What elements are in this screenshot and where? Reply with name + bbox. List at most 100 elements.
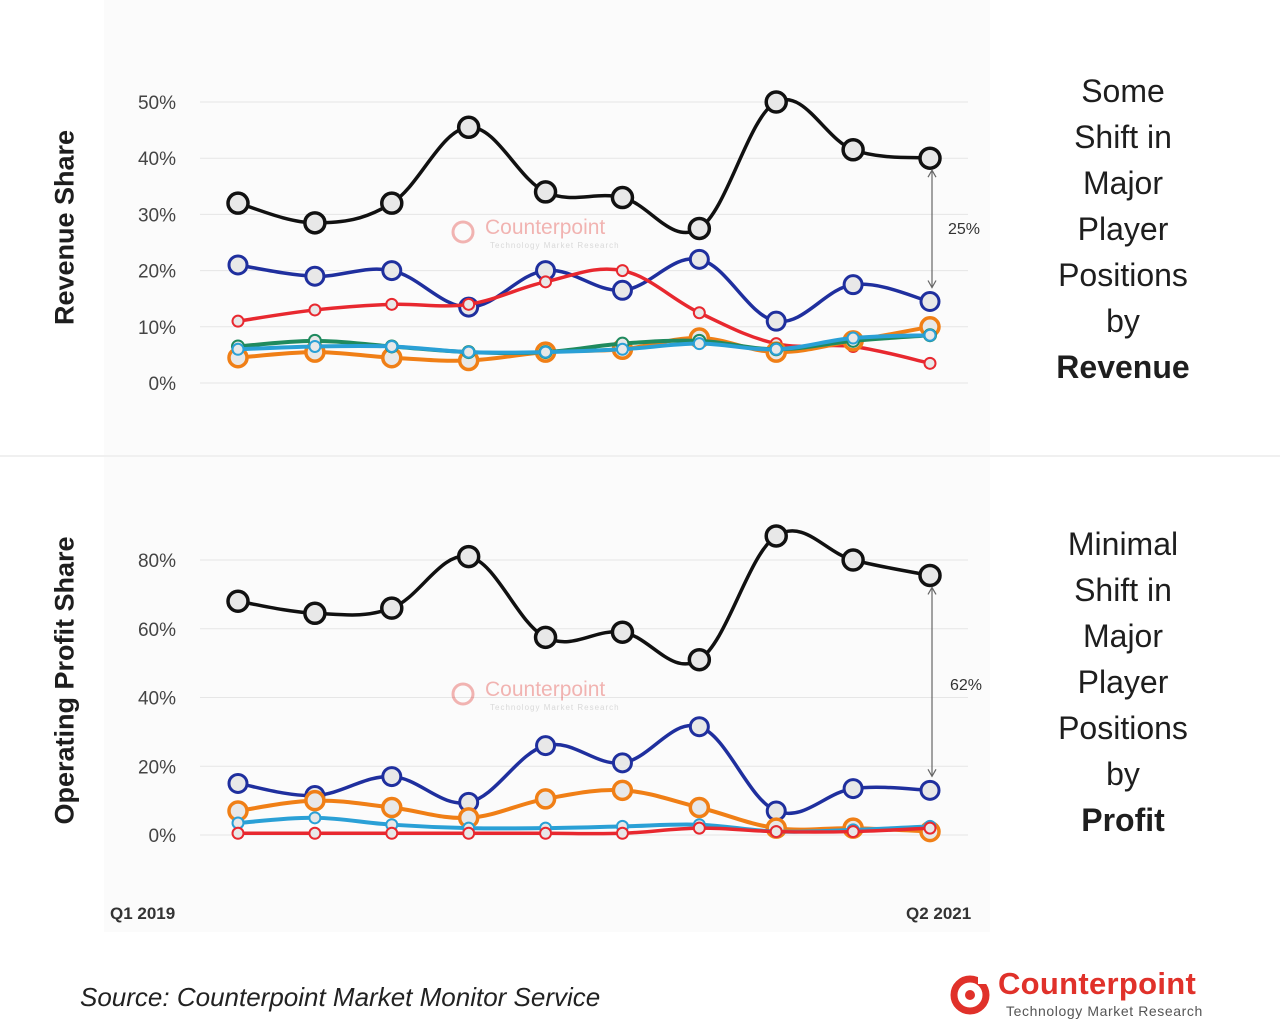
- profit-gap-arrow-head-top: [927, 586, 937, 595]
- profit-data-point: [841, 548, 865, 572]
- revenue-data-point: [923, 356, 937, 370]
- profit-data-point: [308, 826, 322, 840]
- profit-data-point: [380, 596, 404, 620]
- revenue-data-point: [304, 265, 326, 287]
- profit-data-point: [764, 524, 788, 548]
- revenue-data-point: [764, 90, 788, 114]
- revenue-gap-arrow-head-top: [927, 168, 937, 178]
- revenue-data-point: [615, 264, 629, 278]
- revenue-data-point: [462, 297, 476, 311]
- source-note: Source: Counterpoint Market Monitor Serv…: [80, 982, 601, 1012]
- profit-side-title-bold: Profit: [1081, 802, 1165, 838]
- revenue-series-line: [237, 257, 931, 324]
- revenue-side-title-line: by: [1106, 303, 1140, 339]
- profit-side-title: Minimal Shift in Major Player Positions …: [1028, 521, 1218, 843]
- revenue-data-point: [846, 331, 860, 345]
- profit-data-point: [769, 825, 783, 839]
- revenue-data-point: [687, 216, 712, 241]
- brand-logo: Counterpoint Technology Market Research: [948, 966, 1238, 1024]
- profit-data-point: [919, 779, 941, 801]
- profit-data-point: [226, 589, 250, 613]
- brand-name: Counterpoint: [998, 966, 1197, 1001]
- profit-series-line: [237, 826, 931, 836]
- profit-data-point: [842, 778, 864, 800]
- revenue-data-point: [692, 306, 706, 320]
- revenue-chart: 0% 10% 20% 30% 40% 50% Counterpoint Technology …: [138, 90, 980, 395]
- revenue-data-point: [841, 138, 865, 162]
- brand-tagline: Technology Market Research: [1006, 1003, 1203, 1019]
- revenue-data-point: [231, 314, 245, 328]
- profit-data-point: [610, 620, 635, 644]
- profit-data-point: [688, 796, 711, 819]
- revenue-series-line: [237, 97, 931, 235]
- profit-series-line: [237, 815, 931, 834]
- revenue-side-title: Some Shift in Major Player Positions by …: [1028, 68, 1218, 390]
- revenue-y-tick-label: 40%: [138, 149, 176, 170]
- revenue-data-point: [539, 345, 553, 359]
- revenue-y-tick-label: 0%: [149, 374, 177, 395]
- profit-series-line: [237, 529, 931, 666]
- watermark-subtext: Technology Market Research: [490, 241, 620, 250]
- revenue-data-point: [308, 339, 322, 353]
- profit-y-tick-label: 60%: [138, 620, 176, 641]
- revenue-data-point: [769, 342, 783, 356]
- revenue-watermark: Counterpoint Technology Market Research: [451, 216, 620, 250]
- revenue-gap-annotation: 25%: [948, 221, 980, 238]
- profit-data-point: [615, 826, 629, 840]
- profit-data-point: [533, 625, 558, 650]
- revenue-data-point: [919, 291, 941, 313]
- revenue-data-point: [381, 260, 403, 282]
- revenue-data-point: [610, 185, 635, 210]
- profit-gap-annotation: 62%: [950, 677, 982, 694]
- revenue-data-point: [533, 180, 558, 204]
- revenue-gap-arrow-head-bottom: [927, 280, 937, 289]
- x-tick-label-last: Q2 2021: [906, 904, 972, 923]
- revenue-y-tick-label: 20%: [138, 262, 176, 283]
- revenue-data-point: [456, 115, 481, 140]
- profit-series-line: [237, 723, 931, 815]
- x-tick-label-first: Q1 2019: [110, 904, 176, 923]
- profit-data-point: [308, 811, 322, 825]
- profit-side-title-line: Major: [1082, 618, 1163, 654]
- counterpoint-logo-icon: [950, 974, 990, 1015]
- profit-data-point: [535, 735, 557, 757]
- profit-side-title-line: Positions: [1058, 710, 1188, 746]
- profit-data-point: [765, 800, 787, 822]
- profit-data-point: [381, 796, 403, 819]
- profit-gap-arrow-head-bottom: [927, 769, 937, 778]
- profit-data-point: [918, 563, 942, 588]
- revenue-data-point: [385, 297, 399, 311]
- profit-data-point: [304, 789, 326, 812]
- revenue-data-point: [227, 254, 249, 276]
- panel-background: [104, 0, 990, 932]
- profit-data-point: [846, 825, 860, 839]
- profit-y-tick-label: 20%: [138, 757, 176, 778]
- revenue-data-point: [385, 339, 399, 353]
- profit-data-point: [687, 647, 712, 672]
- profit-data-point: [688, 716, 710, 738]
- profit-side-title-line: Shift in: [1074, 572, 1172, 608]
- revenue-side-title-line: Some: [1081, 73, 1165, 109]
- profit-watermark: Counterpoint Technology Market Research: [451, 678, 620, 712]
- revenue-data-point: [611, 279, 633, 301]
- profit-data-point: [462, 826, 476, 840]
- profit-data-point: [611, 779, 634, 802]
- revenue-data-point: [923, 328, 937, 342]
- revenue-data-point: [615, 342, 629, 356]
- watermark-logo-icon: [451, 220, 475, 244]
- revenue-y-tick-label: 30%: [138, 205, 176, 226]
- revenue-y-tick-label: 10%: [138, 318, 176, 339]
- revenue-data-point: [231, 342, 245, 356]
- profit-data-point: [534, 788, 557, 810]
- revenue-y-tick-label: 50%: [138, 93, 176, 114]
- profit-y-tick-label: 40%: [138, 689, 176, 710]
- revenue-series-line: [237, 333, 931, 355]
- watermark-subtext: Technology Market Research: [490, 703, 620, 712]
- profit-data-point: [692, 821, 706, 835]
- profit-data-point: [385, 826, 399, 840]
- revenue-side-title-line: Player: [1077, 211, 1169, 247]
- profit-side-title-line: Minimal: [1067, 526, 1179, 562]
- revenue-data-point: [462, 345, 476, 359]
